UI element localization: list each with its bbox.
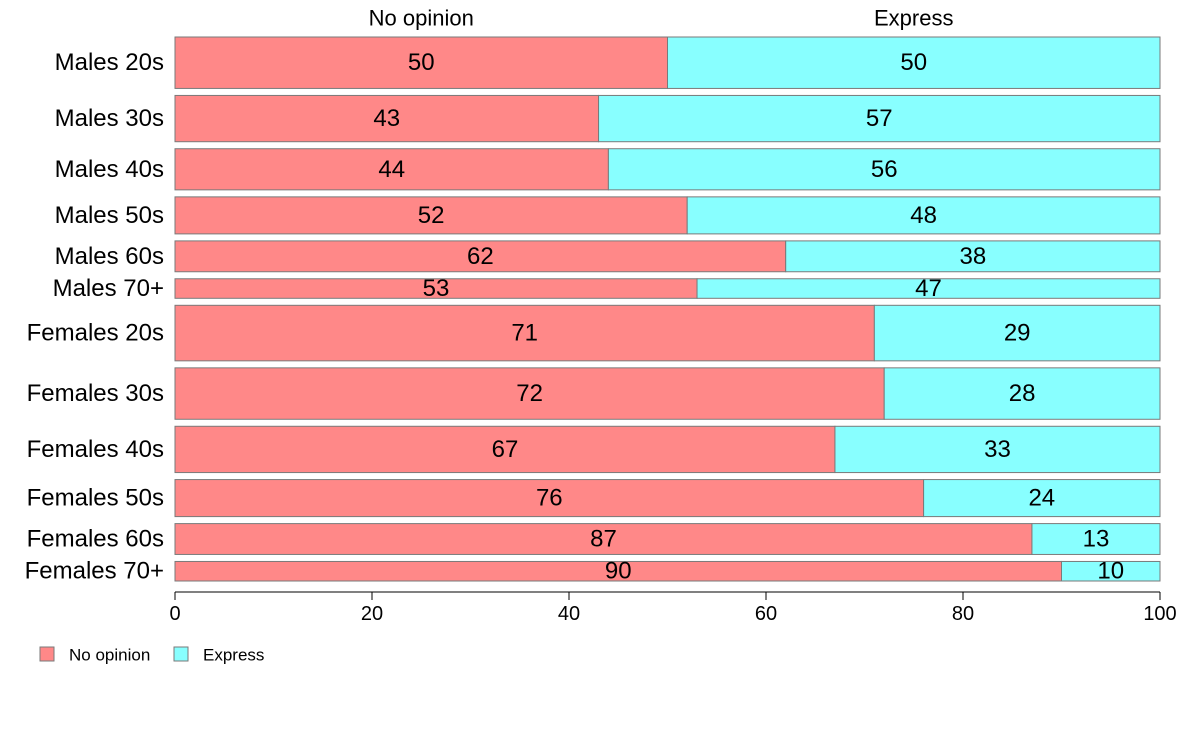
bar-express-1 xyxy=(667,36,1161,89)
value-label: 62 xyxy=(467,243,494,270)
value-label: 44 xyxy=(378,156,405,183)
bar-express-8 xyxy=(883,367,1161,420)
bar-no-opinion-2 xyxy=(174,94,600,143)
value-label: 48 xyxy=(910,202,937,229)
x-axis: 0 20 40 60 80 100 xyxy=(169,591,1177,625)
value-label: 29 xyxy=(1004,320,1031,347)
value-label: 52 xyxy=(418,202,445,229)
bar-no-opinion-7 xyxy=(174,304,875,362)
value-label: 47 xyxy=(915,275,942,302)
bar-express-10 xyxy=(923,479,1161,518)
bar-no-opinion-1 xyxy=(174,36,668,89)
x-tick-label: 0 xyxy=(169,603,180,625)
x-tick-label: 80 xyxy=(952,603,974,625)
x-tick-label: 40 xyxy=(558,603,580,625)
category-label: Males 30s xyxy=(55,105,164,132)
bar-no-opinion-5 xyxy=(174,240,787,273)
top-header-label: Express xyxy=(874,6,953,31)
category-label: Males 60s xyxy=(55,243,164,270)
category-label: Males 50s xyxy=(55,202,164,229)
bar-express-5 xyxy=(785,240,1161,273)
x-tick-label: 60 xyxy=(755,603,777,625)
x-tick-label: 20 xyxy=(361,603,383,625)
top-headers: No opinion Express xyxy=(369,6,954,31)
category-label: Females 30s xyxy=(27,380,164,407)
category-label: Females 40s xyxy=(27,436,164,463)
value-label: 13 xyxy=(1083,526,1110,553)
legend-label: No opinion xyxy=(69,646,150,665)
category-label: Males 20s xyxy=(55,49,164,76)
value-label: 43 xyxy=(373,105,400,132)
bars xyxy=(174,36,1161,582)
value-label: 87 xyxy=(590,526,617,553)
value-label: 33 xyxy=(984,436,1011,463)
bar-no-opinion-8 xyxy=(174,367,885,420)
bar-express-6 xyxy=(696,278,1161,299)
value-label: 50 xyxy=(900,49,927,76)
bar-no-opinion-3 xyxy=(174,148,609,191)
category-label: Males 40s xyxy=(55,156,164,183)
legend-swatch-express xyxy=(173,646,189,662)
value-label: 71 xyxy=(511,320,538,347)
legend-swatch-no-opinion xyxy=(39,646,55,662)
value-label: 38 xyxy=(959,243,986,270)
value-label: 76 xyxy=(536,485,563,512)
bar-express-12 xyxy=(1061,560,1161,582)
category-label: Males 70+ xyxy=(53,275,164,302)
value-label: 53 xyxy=(423,275,450,302)
x-tick-label: 100 xyxy=(1143,603,1176,625)
category-label: Females 70+ xyxy=(25,558,164,585)
value-label: 90 xyxy=(605,558,632,585)
category-label: Females 20s xyxy=(27,320,164,347)
legend: No opinion Express xyxy=(39,646,264,665)
value-label: 10 xyxy=(1097,558,1124,585)
bar-express-9 xyxy=(834,425,1161,474)
value-label: 24 xyxy=(1028,485,1055,512)
bar-no-opinion-10 xyxy=(174,479,925,518)
category-labels: Males 20s Males 30s Males 40s Males 50s Male… xyxy=(25,49,164,585)
bar-express-7 xyxy=(873,304,1161,362)
value-label: 28 xyxy=(1009,380,1036,407)
bar-express-2 xyxy=(598,94,1161,143)
bar-no-opinion-4 xyxy=(174,196,688,235)
bar-express-4 xyxy=(686,196,1161,235)
value-label: 56 xyxy=(871,156,898,183)
bar-express-3 xyxy=(607,148,1161,191)
value-label: 57 xyxy=(866,105,893,132)
bar-express-11 xyxy=(1031,523,1161,555)
top-header-label: No opinion xyxy=(369,6,474,31)
category-label: Females 50s xyxy=(27,485,164,512)
value-label: 72 xyxy=(516,380,543,407)
category-label: Females 60s xyxy=(27,526,164,553)
value-labels: 50 50 43 57 44 56 52 48 62 38 53 47 71 29 72 28 67 33 76 24… xyxy=(373,49,1124,585)
legend-label: Express xyxy=(203,646,264,665)
value-label: 67 xyxy=(492,436,519,463)
value-label: 50 xyxy=(408,49,435,76)
